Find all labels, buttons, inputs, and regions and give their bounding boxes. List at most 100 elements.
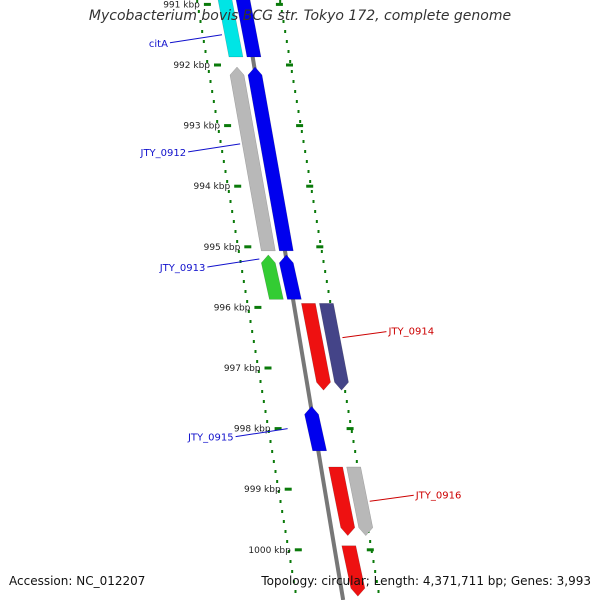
gene-feature[interactable] — [261, 254, 284, 300]
ruler-dot — [257, 370, 260, 373]
ruler-dot — [286, 540, 289, 543]
ruler-dot — [262, 400, 265, 403]
ruler-dot — [282, 20, 285, 23]
gene-feature[interactable] — [229, 66, 276, 252]
ruler-dot — [269, 440, 272, 443]
tick-label: 992 kbp — [173, 61, 210, 71]
ruler-dot — [284, 30, 287, 33]
ruler-dot — [232, 220, 235, 223]
ruler-dot — [280, 10, 283, 13]
ruler-dot — [329, 300, 332, 303]
ruler-dot — [350, 430, 353, 433]
ruler-dot — [199, 20, 202, 23]
ruler-dot — [229, 200, 232, 203]
ruler-dot — [242, 280, 245, 283]
gene-feature[interactable] — [214, 0, 244, 58]
ruler-dot — [236, 240, 239, 243]
ruler-ticks: 991 kbp 992 kbp 993 kbp 994 kbp 995 kbp 996 k… — [163, 0, 374, 556]
gene-label[interactable]: JTY_0915 — [187, 433, 234, 444]
ruler-dot — [369, 540, 372, 543]
ruler-dot — [222, 160, 225, 163]
ruler-dot — [287, 550, 290, 553]
ruler-dot — [234, 230, 237, 233]
tick-label: 998 kbp — [234, 425, 271, 435]
ruler-dot — [345, 400, 348, 403]
gene-label[interactable]: JTY_0913 — [159, 263, 206, 274]
ruler-dot — [209, 80, 212, 83]
ruler-dot — [320, 250, 323, 253]
tick-label: 996 kbp — [214, 303, 251, 313]
ruler-dot — [289, 560, 292, 563]
ruler-dot — [216, 120, 219, 123]
ruler-dot — [374, 570, 377, 573]
tick-mark — [316, 245, 324, 249]
ruler-dot — [295, 100, 298, 103]
ruler-dot — [355, 460, 358, 463]
ruler-dot — [319, 240, 322, 243]
ruler-dot — [287, 50, 290, 53]
tick-mark — [286, 63, 293, 67]
ruler-dot — [201, 30, 204, 33]
ruler-dot — [227, 190, 230, 193]
gene-feature[interactable] — [328, 466, 356, 537]
tick-mark — [274, 427, 282, 431]
label-leader — [369, 494, 414, 502]
cds-feature[interactable] — [304, 405, 327, 452]
ruler-dot — [294, 590, 297, 593]
ruler-dot — [290, 70, 293, 73]
ruler-dot — [344, 390, 347, 393]
ruler-dot — [284, 530, 287, 533]
gene-feature[interactable] — [341, 545, 366, 597]
ruler-dot — [272, 460, 275, 463]
page-title: Mycobacterium bovis BCG str. Tokyo 172, … — [88, 8, 512, 24]
ruler-dot — [276, 480, 279, 483]
ruler-dot — [322, 260, 325, 263]
tick-label: 1000 kbp — [248, 546, 291, 556]
ruler-dot — [274, 470, 277, 473]
ruler-dot — [289, 60, 292, 63]
ruler-dot — [294, 90, 297, 93]
ruler-dot — [202, 40, 205, 43]
ruler-dot — [237, 250, 240, 253]
ruler-dot — [281, 510, 284, 513]
gene-label[interactable]: JTY_0912 — [140, 148, 187, 159]
ruler-dot — [217, 130, 220, 133]
ruler-dot — [349, 420, 352, 423]
ruler-dot — [291, 570, 294, 573]
ruler-dot — [314, 210, 317, 213]
label-leader — [342, 331, 387, 339]
ruler-dot — [312, 200, 315, 203]
cds-feature[interactable] — [247, 66, 294, 252]
ruler-dot — [247, 310, 250, 313]
cds-feature[interactable] — [319, 303, 349, 391]
ruler-dot — [244, 290, 247, 293]
ruler-dot — [309, 180, 312, 183]
ruler-dot — [292, 80, 295, 83]
ruler-dot — [279, 0, 282, 3]
ruler-dot — [252, 340, 255, 343]
tick-mark — [254, 305, 262, 309]
tick-mark — [224, 124, 232, 128]
ruler-dot — [310, 190, 313, 193]
ruler-dot — [241, 270, 244, 273]
cds-feature[interactable] — [279, 254, 302, 300]
ruler-dot — [197, 10, 200, 13]
tick-label: 994 kbp — [194, 182, 231, 192]
features — [214, 0, 374, 597]
ruler-dot — [196, 0, 199, 3]
tick-mark — [346, 427, 354, 431]
tick-label: 995 kbp — [204, 243, 241, 253]
gene-label[interactable]: citA — [149, 39, 168, 50]
ruler-dot — [224, 170, 227, 173]
gene-label[interactable]: JTY_0916 — [415, 490, 462, 501]
label-leader — [207, 258, 260, 268]
ruler-dot — [206, 60, 209, 63]
cds-feature[interactable] — [346, 466, 374, 537]
tick-mark — [214, 63, 221, 67]
cds-feature[interactable] — [232, 0, 262, 58]
ruler-dot — [251, 330, 254, 333]
tick-mark — [284, 487, 292, 491]
gene-label[interactable]: JTY_0914 — [387, 327, 434, 338]
gene-feature[interactable] — [301, 303, 331, 391]
